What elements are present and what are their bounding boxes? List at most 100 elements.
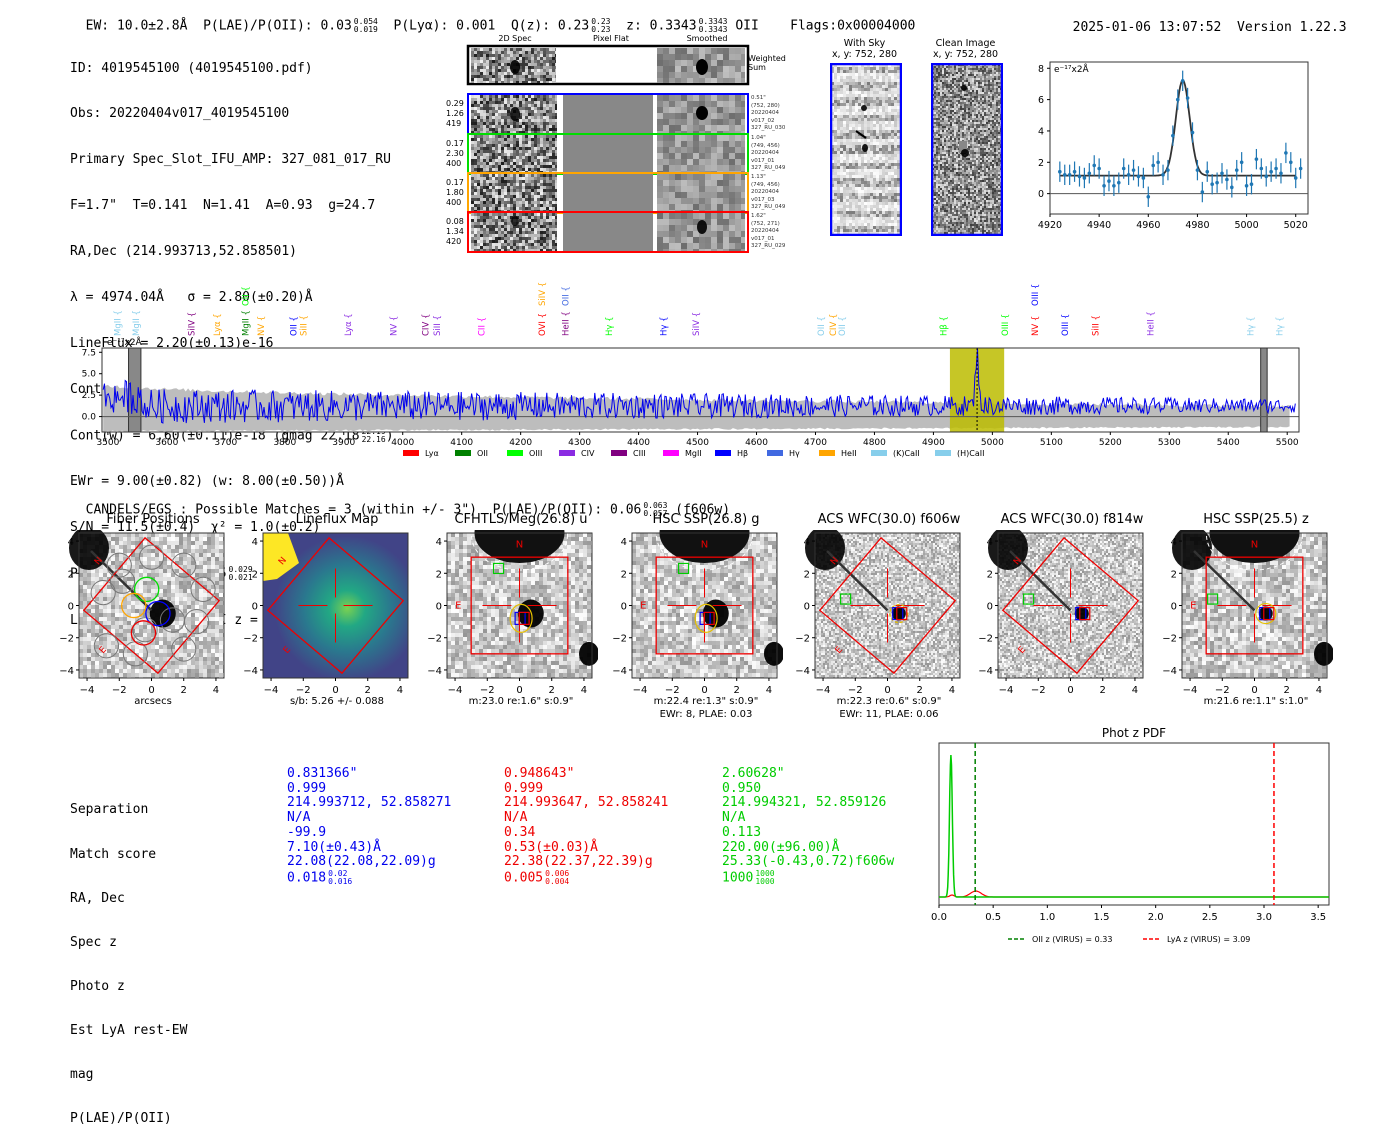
image-panel-title: CFHTLS/Meg(26.8) u bbox=[446, 512, 596, 527]
fit-point bbox=[1063, 173, 1067, 177]
row-stat: 1.26 bbox=[446, 109, 464, 119]
spectrum-xtick-label: 3700 bbox=[214, 438, 237, 448]
fit-xtick-label: 4940 bbox=[1087, 220, 1111, 231]
line-label: OII { bbox=[241, 286, 251, 306]
spectrum-xtick-label: 5100 bbox=[1040, 438, 1063, 448]
ytick-label: 0 bbox=[252, 602, 258, 613]
image-panel-title: Lineflux Map bbox=[262, 512, 412, 527]
line-label: OIII { bbox=[1061, 314, 1071, 336]
xtick-label: −2 bbox=[480, 685, 495, 696]
header-flags: Flags:0x00004000 bbox=[790, 19, 915, 34]
clean-image bbox=[931, 63, 1003, 236]
row-2dspec-source bbox=[510, 107, 520, 121]
row-info-line: (749, 456) bbox=[751, 182, 785, 190]
spectrum-xtick-label: 3600 bbox=[155, 438, 178, 448]
match-value: 25.33(-0.43,0.72)f606w bbox=[722, 855, 894, 870]
row-info-line: 20220404 bbox=[751, 228, 785, 236]
pdf-xtick-label: 1.0 bbox=[1039, 912, 1055, 923]
info-params: F=1.7" T=0.141 N=1.41 A=0.93 g=24.7 bbox=[70, 198, 394, 213]
fit-point bbox=[1122, 167, 1126, 171]
line-label: OII { bbox=[838, 316, 848, 336]
fit-point bbox=[1171, 134, 1175, 138]
legend-swatch bbox=[715, 450, 731, 456]
ytick-label: 4 bbox=[436, 537, 442, 548]
fit-point bbox=[1196, 168, 1200, 172]
xtick-label: 0 bbox=[516, 685, 522, 696]
legend-swatch bbox=[559, 450, 575, 456]
header-qz: Q(z): 0.23 bbox=[511, 19, 589, 34]
with-sky-title: With Sky x, y: 752, 280 bbox=[822, 38, 907, 60]
spectrum-xtick-label: 5500 bbox=[1276, 438, 1299, 448]
ytick-label: 4 bbox=[252, 537, 258, 548]
row-info-line: 20220404 bbox=[751, 110, 785, 118]
line-label: Lyα { bbox=[213, 313, 223, 336]
image-panel-title: Fiber Positions bbox=[78, 512, 228, 527]
xtick-label: −2 bbox=[112, 685, 127, 696]
line-label: SiIV { bbox=[692, 312, 702, 336]
east-label: E bbox=[455, 601, 461, 612]
row-info-line: 1.13" bbox=[751, 174, 785, 182]
info-obs: Obs: 20220404v017_4019545100 bbox=[70, 106, 394, 121]
row-info-line: 327_RU_049 bbox=[751, 204, 785, 212]
fit-ylabel: e⁻¹⁷x2Å bbox=[1054, 63, 1090, 75]
spectrum-xtick-label: 4800 bbox=[863, 438, 886, 448]
xtick-label: 4 bbox=[949, 685, 955, 696]
target-source bbox=[518, 600, 544, 628]
fit-point bbox=[1058, 170, 1062, 174]
ytick-label: 2 bbox=[68, 569, 74, 580]
label-photoz: Photo z bbox=[70, 980, 187, 995]
line-label: NV { bbox=[1031, 316, 1041, 336]
legend-swatch bbox=[403, 450, 419, 456]
row-stat: 0.17 bbox=[446, 139, 464, 149]
spectrum-xtick-label: 4900 bbox=[922, 438, 945, 448]
row-info-line: 1.62" bbox=[751, 213, 785, 221]
line-label: Hγ { bbox=[1247, 316, 1257, 336]
ytick-label: 4 bbox=[1171, 537, 1177, 548]
legend-label: Hβ bbox=[737, 449, 748, 458]
ytick-label: 2 bbox=[252, 569, 258, 580]
legend-swatch bbox=[935, 450, 951, 456]
row-info-line: 327_RU_029 bbox=[751, 243, 785, 251]
xtick-label: −2 bbox=[1215, 685, 1230, 696]
with-sky-title-text: With Sky bbox=[822, 38, 907, 49]
spectrum-xtick-label: 3900 bbox=[332, 438, 355, 448]
match-labels: Separation Match score RA, Dec Spec z Ph… bbox=[70, 774, 187, 1142]
ytick-label: −4 bbox=[1163, 666, 1177, 677]
row-2dspec-noise bbox=[471, 174, 557, 212]
line-label: CIV { bbox=[422, 314, 432, 336]
label-plae: P(LAE)/P(OII) bbox=[70, 1112, 187, 1127]
match-value: 0.53(±0.03)Å bbox=[504, 841, 668, 856]
fit-ytick-label: 0 bbox=[1038, 189, 1044, 200]
clean-image-title: Clean Image x, y: 752, 280 bbox=[923, 38, 1008, 60]
fit-point bbox=[1078, 175, 1082, 179]
xtick-label: −2 bbox=[665, 685, 680, 696]
row-stat: 2.30 bbox=[446, 149, 464, 159]
pdf-legend-label: LyA z (VIRUS) = 3.09 bbox=[1167, 935, 1250, 944]
match-value: 220.00(±96.00)Å bbox=[722, 841, 894, 856]
match-value: 2.60628" bbox=[722, 767, 894, 782]
xtick-label: 4 bbox=[1316, 685, 1322, 696]
spectrum-ytick-label: 5.0 bbox=[82, 370, 97, 380]
pdf-xtick-label: 2.0 bbox=[1148, 912, 1164, 923]
line-label: NV { bbox=[257, 316, 267, 336]
spectrum-xtick-label: 5300 bbox=[1158, 438, 1181, 448]
xtick-label: 2 bbox=[181, 685, 187, 696]
spectrum-xtick-label: 4000 bbox=[391, 438, 414, 448]
header-z-line: OII bbox=[735, 19, 758, 34]
fit-point bbox=[1299, 167, 1303, 171]
legend-swatch bbox=[767, 450, 783, 456]
line-label: Hγ { bbox=[659, 316, 669, 336]
with-sky-image bbox=[830, 63, 902, 236]
ytick-label: −2 bbox=[613, 634, 627, 645]
